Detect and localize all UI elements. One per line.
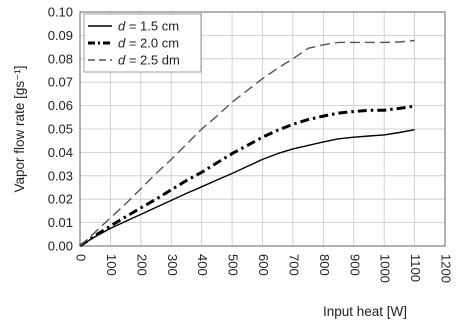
legend-label-variable: d (118, 36, 126, 51)
x-tick-label: 500 (226, 254, 241, 276)
y-axis-title: Vapor flow rate [gs⁻¹] (12, 66, 27, 193)
legend-label: d = 2.0 cm (118, 36, 179, 51)
legend-label-value: = 1.5 cm (125, 19, 179, 34)
y-tick-label: 0.04 (48, 145, 73, 160)
x-tick-label: 1100 (408, 254, 423, 282)
legend: d = 1.5 cmd = 2.0 cmd = 2.5 dm (83, 13, 202, 73)
x-axis-title: Input heat [W] (323, 304, 407, 319)
legend-label-variable: d (118, 19, 126, 34)
y-tick-label: 0.10 (48, 5, 73, 20)
x-tick-label: 900 (347, 254, 362, 276)
y-tick-label: 0.00 (48, 239, 73, 254)
tick-labels: 0.00 0.01 0.02 0.03 0.04 0.05 0.06 0.07 0.08 0.09… (48, 5, 454, 283)
x-tick-label: 300 (165, 254, 180, 276)
series-line-1 (79, 129, 415, 247)
x-tick-label: 100 (104, 254, 119, 276)
y-tick-label: 0.07 (48, 75, 73, 90)
x-tick-label: 1200 (439, 254, 454, 283)
y-tick-label: 0.03 (48, 168, 73, 183)
x-tick-label: 200 (134, 254, 149, 276)
y-tick-label: 0.06 (48, 98, 73, 113)
x-tick-label: 1000 (378, 254, 393, 283)
x-tick-label: 700 (286, 254, 301, 276)
legend-label-variable: d (118, 53, 126, 68)
series-line-3 (79, 39, 415, 247)
y-tick-label: 0.08 (48, 51, 73, 66)
x-tick-label: 600 (256, 254, 271, 276)
legend-label-value: = 2.0 cm (125, 36, 179, 51)
x-tick-label: 400 (195, 254, 210, 276)
legend-box (83, 13, 202, 73)
legend-label-value: = 2.5 dm (125, 53, 180, 68)
legend-label: d = 1.5 cm (118, 19, 179, 34)
y-tick-label: 0.09 (48, 28, 73, 43)
y-tick-label: 0.02 (48, 192, 73, 207)
legend-label: d = 2.5 dm (118, 53, 180, 68)
plot-frame (79, 11, 446, 247)
y-tick-label: 0.01 (48, 215, 73, 230)
y-tick-label: 0.05 (48, 122, 73, 137)
x-tick-label: 0 (74, 254, 89, 261)
series-layer (79, 39, 415, 248)
x-tick-label: 800 (317, 254, 332, 276)
series-line-2 (79, 104, 415, 248)
